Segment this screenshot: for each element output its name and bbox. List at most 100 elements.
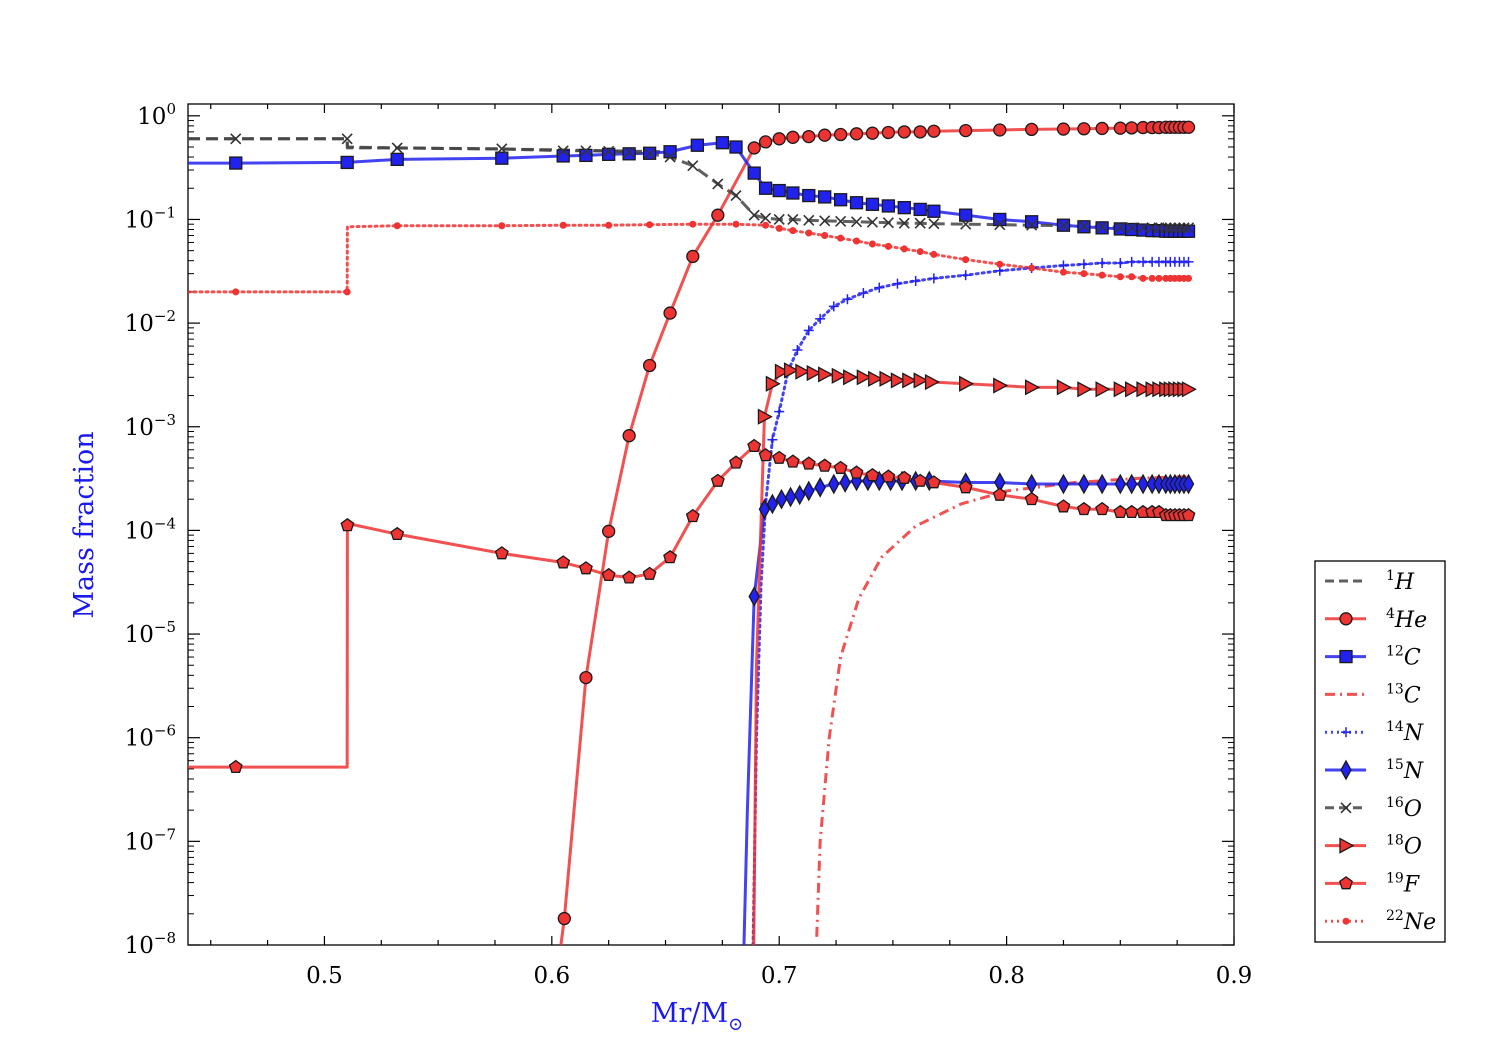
data-point-Ne22	[689, 220, 697, 228]
data-point-N14	[960, 270, 971, 281]
y-tick-exponent: −2	[154, 307, 176, 325]
data-point-O16	[994, 219, 1006, 231]
data-point-He4	[1056, 122, 1071, 136]
data-point-C12	[602, 147, 616, 161]
data-point-F19	[556, 555, 571, 569]
data-point-N14	[792, 345, 803, 356]
data-point-N14	[1138, 256, 1149, 267]
marker-stroke	[557, 145, 569, 157]
data-point-He4	[897, 125, 911, 139]
data-point-He4	[747, 141, 761, 155]
legend-mass-number: 16	[1386, 795, 1404, 811]
legend-item-H1: 1H	[1325, 568, 1415, 595]
data-point-O16	[960, 218, 972, 230]
data-point-F19	[785, 454, 800, 468]
legend-mass-number: 15	[1386, 757, 1404, 773]
data-point-C12	[1113, 222, 1127, 236]
data-point-F19	[881, 469, 896, 483]
y-tick-label: 10−7	[125, 825, 176, 855]
marker-stroke	[928, 218, 940, 230]
data-point-C12	[390, 152, 404, 167]
data-point-N15	[803, 480, 815, 502]
legend-marker	[1339, 649, 1353, 664]
data-point-F19	[622, 570, 637, 584]
data-point-N14	[928, 273, 939, 284]
data-point-C12	[818, 190, 832, 204]
marker-stroke	[1173, 222, 1185, 234]
marker-stroke	[687, 160, 699, 172]
data-point-He4	[663, 306, 677, 320]
legend-item-Ne22: 22Ne	[1325, 908, 1436, 935]
data-point-He4	[602, 524, 616, 538]
data-point-O18	[890, 372, 906, 389]
data-point-F19	[833, 460, 848, 474]
data-point-Ne22	[900, 245, 908, 253]
data-point-N15	[1137, 473, 1149, 495]
data-point-N15	[839, 472, 851, 493]
marker-stroke	[1178, 222, 1190, 234]
marker-stroke	[994, 219, 1006, 231]
data-point-Ne22	[762, 221, 770, 229]
data-point-Ne22	[1148, 274, 1156, 282]
data-point-O16	[1057, 220, 1070, 232]
data-point-O18	[1056, 379, 1072, 396]
data-point-He4	[865, 126, 880, 140]
marker-stroke	[773, 213, 785, 226]
data-point-O16	[1137, 222, 1149, 234]
legend-mass-number: 18	[1386, 833, 1404, 849]
data-point-He4	[1113, 121, 1127, 135]
legend-element: F	[1403, 872, 1420, 897]
data-point-O16	[1169, 222, 1181, 234]
data-point-F19	[1056, 499, 1071, 513]
data-point-He4	[758, 135, 773, 149]
legend-label: 14N	[1386, 719, 1424, 746]
legend-item-F19: 19F	[1325, 870, 1420, 897]
x-tick-label: 0.5	[306, 963, 343, 989]
data-point-He4	[1125, 121, 1139, 135]
marker-stroke	[960, 218, 972, 230]
data-point-He4	[1181, 120, 1196, 134]
legend-element: C	[1404, 683, 1421, 708]
data-point-Ne22	[559, 221, 567, 229]
data-point-O16	[664, 151, 676, 163]
data-point-O16	[687, 160, 699, 172]
y-tick-exponent: −3	[154, 411, 176, 429]
data-point-O18	[757, 408, 773, 425]
data-point-N15	[814, 477, 826, 498]
legend-element: O	[1404, 835, 1422, 860]
legend-box	[1314, 560, 1446, 943]
legend-label: 12C	[1386, 644, 1421, 671]
data-point-He4	[1077, 122, 1091, 136]
marker-stroke	[341, 133, 353, 145]
data-point-N14	[1183, 256, 1194, 267]
data-point-N15	[784, 486, 797, 508]
marker-stroke	[730, 190, 742, 202]
legend-element: N	[1403, 759, 1424, 784]
data-point-F19	[897, 470, 912, 484]
data-point-O18	[831, 367, 847, 384]
data-point-F19	[758, 447, 773, 462]
marker-stroke	[1340, 802, 1352, 814]
data-point-N14	[828, 301, 839, 312]
legend-mass-number: 19	[1386, 870, 1404, 886]
data-point-F19	[642, 566, 657, 580]
data-point-F19	[710, 473, 725, 487]
data-point-He4	[802, 129, 816, 144]
data-point-O16	[760, 212, 772, 224]
marker-stroke	[760, 212, 772, 224]
data-point-O16	[882, 217, 894, 229]
data-point-F19	[228, 759, 243, 774]
marker-stroke	[603, 145, 615, 157]
data-point-N15	[1182, 473, 1195, 495]
data-point-F19	[817, 458, 832, 472]
data-point-N15	[828, 473, 840, 495]
legend-mass-number: 14	[1386, 719, 1404, 735]
marker-stroke	[712, 178, 724, 190]
marker-stroke	[1026, 219, 1038, 231]
data-point-N14	[815, 313, 826, 324]
data-point-He4	[959, 123, 973, 138]
y-tick-label: 10−1	[125, 203, 176, 233]
x-axis-label: Mr/M⊙	[651, 998, 743, 1035]
marker-stroke	[230, 133, 242, 145]
data-point-F19	[729, 455, 743, 469]
